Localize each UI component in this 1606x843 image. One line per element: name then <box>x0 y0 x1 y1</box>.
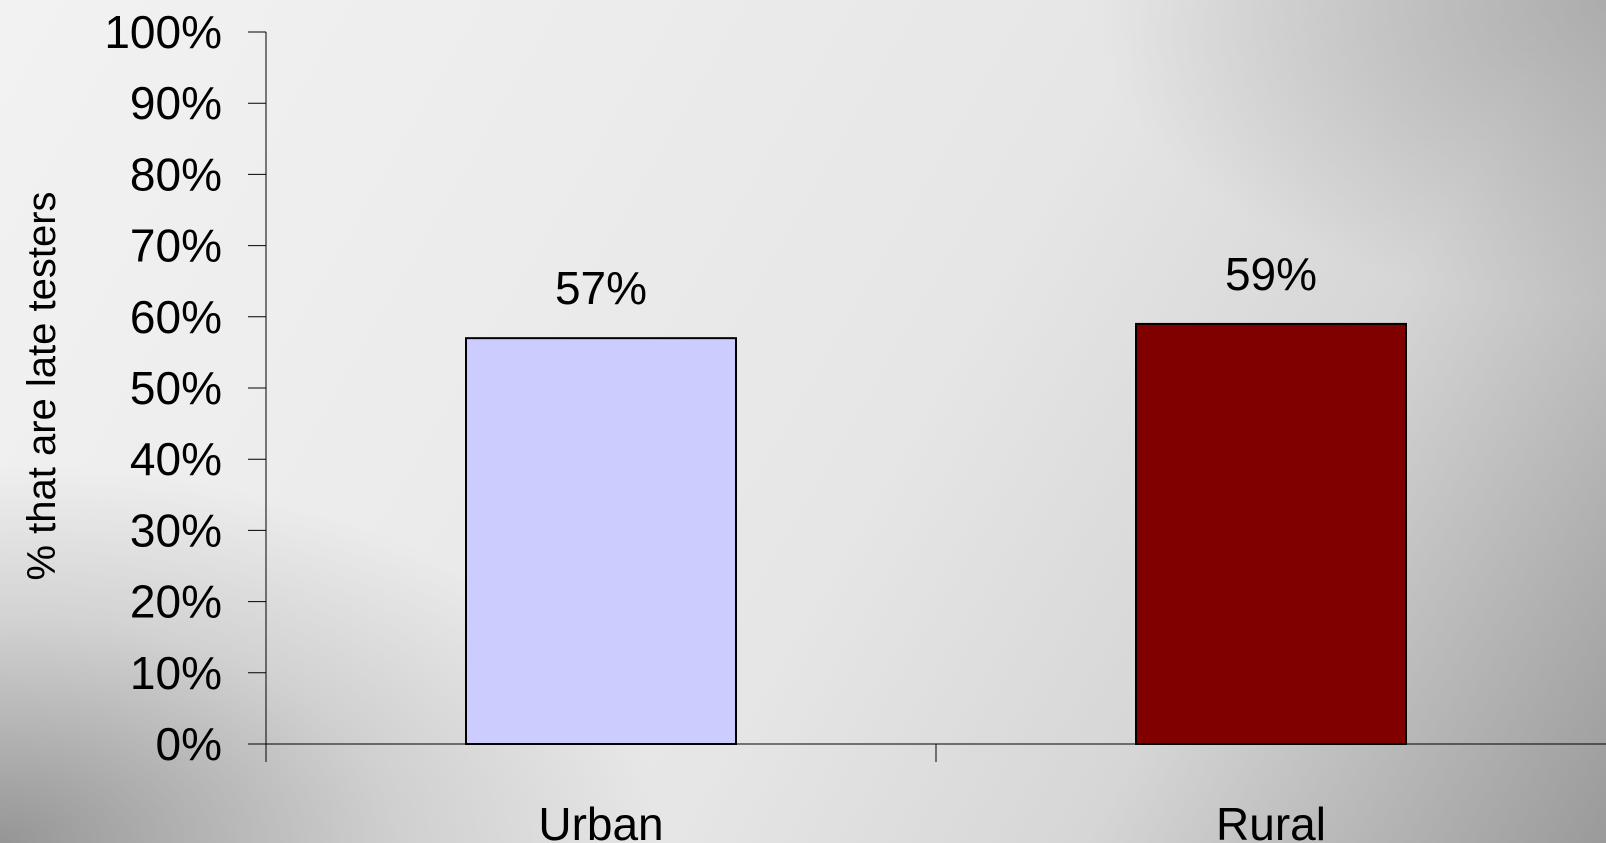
y-tick-label: 40% <box>130 433 222 485</box>
y-axis-label: % that are late testers <box>20 191 64 580</box>
axes <box>248 31 1606 762</box>
y-tick-label: 50% <box>130 362 222 414</box>
y-tick-label: 30% <box>130 504 222 556</box>
x-tick-label: Rural <box>1216 798 1326 843</box>
y-axis-label-group: % that are late testers <box>20 191 64 580</box>
x-tick-label: Urban <box>538 798 663 843</box>
y-tick-label: 0% <box>156 718 222 770</box>
y-tick-label: 60% <box>130 291 222 343</box>
y-tick-label: 10% <box>130 647 222 699</box>
data-label-rural: 59% <box>1225 248 1317 300</box>
y-tick-label: 20% <box>130 576 222 628</box>
y-tick-label: 90% <box>130 77 222 129</box>
data-labels: 57% 59% <box>555 248 1317 314</box>
y-axis-ticks: 0% 10% 20% 30% 40% 50% 60% 70% 80% 90% 100% <box>104 6 222 770</box>
bar-urban <box>465 337 737 745</box>
x-axis-ticks: Urban Rural <box>538 798 1326 843</box>
bar-rural <box>1135 322 1407 745</box>
y-tick-label: 70% <box>130 220 222 272</box>
y-tick-label: 80% <box>130 148 222 200</box>
data-label-urban: 57% <box>555 262 647 314</box>
y-tick-label: 100% <box>104 6 222 58</box>
bars <box>465 322 1407 745</box>
